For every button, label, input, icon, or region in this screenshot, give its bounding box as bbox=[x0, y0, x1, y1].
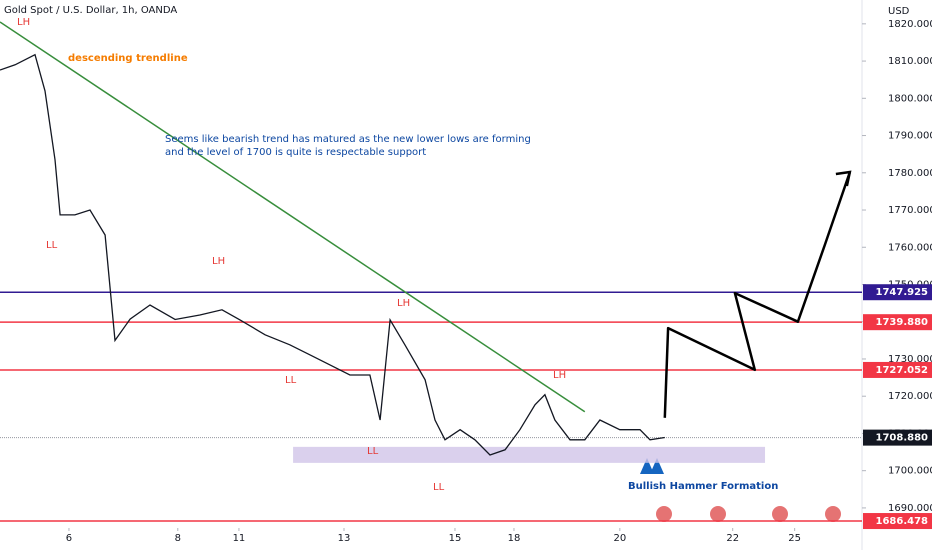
y-tick-label: 1790.000 bbox=[888, 131, 932, 142]
chart-title: Gold Spot / U.S. Dollar, 1h, OANDA bbox=[4, 5, 177, 16]
y-tick-label: 1820.000 bbox=[888, 19, 932, 30]
event-icon bbox=[710, 506, 726, 522]
y-tick-label: 1780.000 bbox=[888, 168, 932, 179]
x-tick-label: 22 bbox=[726, 533, 739, 544]
level-label: 1747.925 bbox=[875, 287, 928, 298]
annotation: LL bbox=[46, 240, 58, 251]
event-icon bbox=[825, 506, 841, 522]
x-tick-label: 15 bbox=[449, 533, 462, 544]
level-label-box bbox=[863, 513, 932, 530]
event-icon bbox=[772, 506, 788, 522]
price-line bbox=[0, 53, 665, 456]
hammer-markers bbox=[640, 458, 664, 474]
x-tick-label: 18 bbox=[508, 533, 521, 544]
x-tick-label: 11 bbox=[233, 533, 246, 544]
x-tick-label: 20 bbox=[613, 533, 626, 544]
y-tick-label: 1770.000 bbox=[888, 205, 932, 216]
level-label: 1708.880 bbox=[875, 433, 928, 444]
annotation: LL bbox=[433, 482, 445, 493]
y-tick-label: 1730.000 bbox=[888, 354, 932, 365]
event-icons bbox=[656, 506, 841, 522]
annotation: LH bbox=[17, 17, 30, 28]
x-tick-label: 6 bbox=[66, 533, 72, 544]
annotation: LL bbox=[367, 446, 379, 457]
annotation: and the level of 1700 is quite is respec… bbox=[165, 147, 426, 158]
level-label-box bbox=[863, 429, 932, 446]
level-label: 1686.478 bbox=[875, 516, 928, 527]
hammer-arrow bbox=[640, 458, 654, 474]
annotation: LH bbox=[397, 298, 410, 309]
y-tick-label: 1760.000 bbox=[888, 242, 932, 253]
annotation: descending trendline bbox=[68, 53, 188, 64]
support-zone bbox=[293, 446, 766, 463]
level-label-box bbox=[863, 284, 932, 301]
trendline bbox=[0, 21, 586, 413]
y-tick-label: 1800.000 bbox=[888, 93, 932, 104]
level-label-box bbox=[863, 314, 932, 331]
annotation: LH bbox=[212, 256, 225, 267]
y-tick-label: 1720.000 bbox=[888, 391, 932, 402]
y-tick-label: 1810.000 bbox=[888, 56, 932, 67]
x-tick-label: 13 bbox=[338, 533, 351, 544]
x-tick-label: 8 bbox=[175, 533, 181, 544]
y-tick-label: 1690.000 bbox=[888, 503, 932, 514]
y-tick-label: 1700.000 bbox=[888, 466, 932, 477]
level-label-box bbox=[863, 361, 932, 378]
annotation: Seems like bearish trend has matured as … bbox=[165, 134, 531, 145]
level-label: 1739.880 bbox=[875, 317, 928, 328]
projection-path bbox=[663, 171, 852, 418]
x-tick-label: 25 bbox=[788, 533, 801, 544]
annotation: LL bbox=[285, 375, 297, 386]
arrow-head bbox=[835, 170, 852, 187]
level-label: 1727.052 bbox=[875, 365, 928, 376]
annotation: LH bbox=[553, 370, 566, 381]
y-unit: USD bbox=[888, 6, 910, 17]
annotation: Bullish Hammer Formation bbox=[628, 481, 778, 492]
hammer-arrow bbox=[650, 458, 664, 474]
event-icon bbox=[656, 506, 672, 522]
